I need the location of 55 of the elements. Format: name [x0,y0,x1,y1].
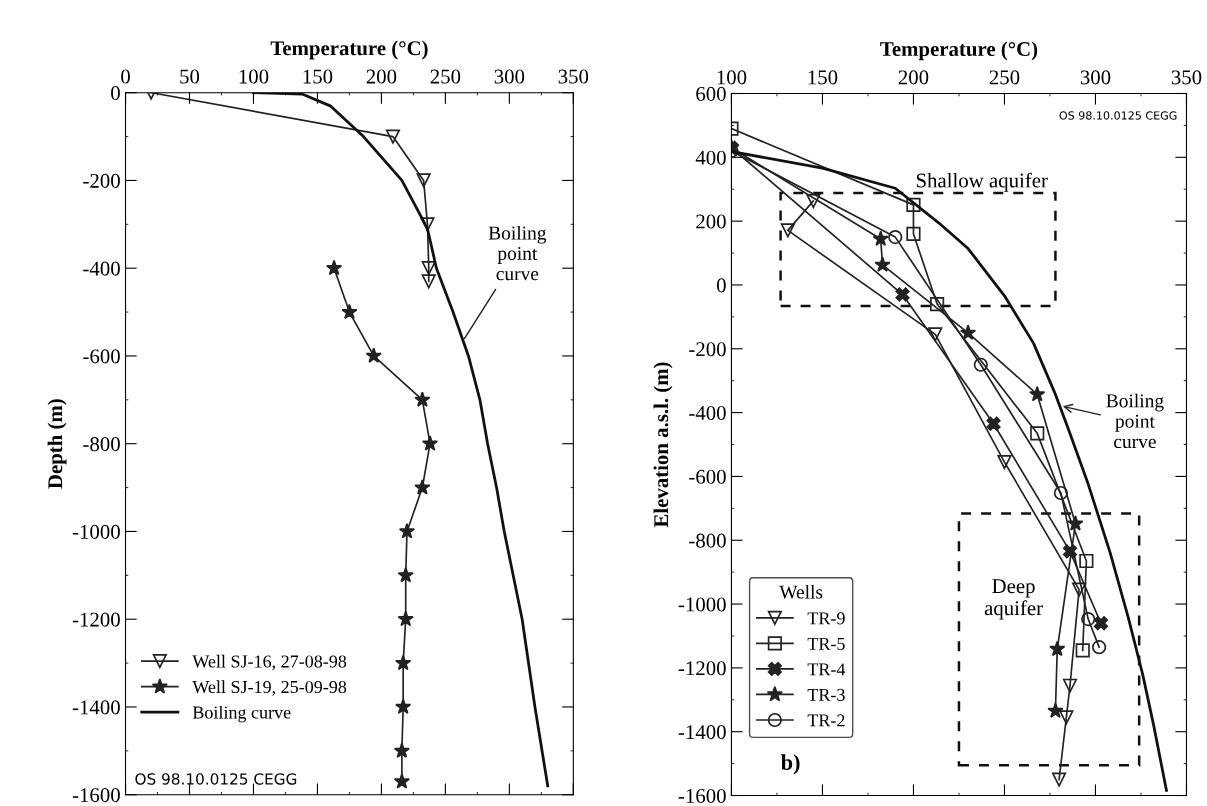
x-tick-label: 350 [558,69,589,84]
y-tick-label: -600 [83,349,120,364]
y-axis-title: Elevation a.s.l. (m) [653,362,673,528]
y-tick-label: -1000 [678,597,726,612]
x-tick-label: 0 [121,69,130,84]
x-tick-label: 100 [239,69,269,84]
annotation: OS 98.10.0125 CEGG [1059,111,1177,120]
legend-label: TR-5 [807,637,845,650]
x-tick-label: 50 [180,69,200,84]
y-tick-label: -1400 [72,700,120,715]
y-tick-label: -200 [689,342,726,357]
x-tick-label: 350 [1171,70,1202,85]
y-tick-label: -200 [83,173,120,188]
y-tick-label: -1600 [72,788,120,803]
y-tick-label: -800 [689,533,726,548]
x-axis-title: Temperature (°C) [270,40,428,60]
x-tick-label: 300 [1080,70,1111,85]
legend-label: TR-3 [807,688,845,701]
y-tick-label: -1200 [72,612,120,627]
legend-label: Boiling curve [192,705,291,723]
annotation: OS 98.10.0125 CEGG [135,773,297,785]
y-tick-label: 200 [696,214,726,229]
annotation: Shallow aquifer [916,172,1048,192]
legend-label: TR-9 [807,612,845,625]
x-tick-label: 200 [366,69,397,84]
y-tick-label: -1000 [72,524,120,539]
legend-title: Wells [779,584,823,599]
y-tick-label: -1200 [678,661,726,676]
legend-label: Well SJ-16, 27-08-98 [192,654,347,671]
y-tick-label: 400 [695,150,726,165]
x-tick-label: 250 [989,70,1020,85]
y-tick-label: -400 [83,261,120,276]
legend-label: Well SJ-19, 25-09-98 [192,680,347,696]
x-tick-label: 100 [717,70,747,85]
x-tick-label: 200 [898,70,929,85]
legend-label: TR-2 [807,714,845,727]
x-axis-title: Temperature (°C) [880,41,1038,61]
y-tick-label: 0 [111,86,120,101]
x-tick-label: 250 [430,69,461,84]
legend-label: TR-4 [807,663,846,676]
y-tick-label: 0 [716,278,726,293]
x-tick-label: 300 [494,69,525,84]
x-tick-label: 150 [303,69,333,84]
annotation: b) [781,754,800,775]
x-tick-label: 150 [808,70,838,85]
annotation: Boiling point curve [1106,393,1164,449]
y-tick-label: 600 [696,86,726,101]
y-tick-label: -600 [689,469,726,484]
annotation: Deep aquifer [984,579,1043,620]
y-axis-title: Depth (m) [47,399,67,489]
y-tick-label: -1400 [678,725,726,740]
annotation: Boiling point curve [488,225,547,281]
y-tick-label: -1600 [678,788,726,803]
y-tick-label: -400 [689,405,726,421]
y-tick-label: -800 [83,437,120,452]
